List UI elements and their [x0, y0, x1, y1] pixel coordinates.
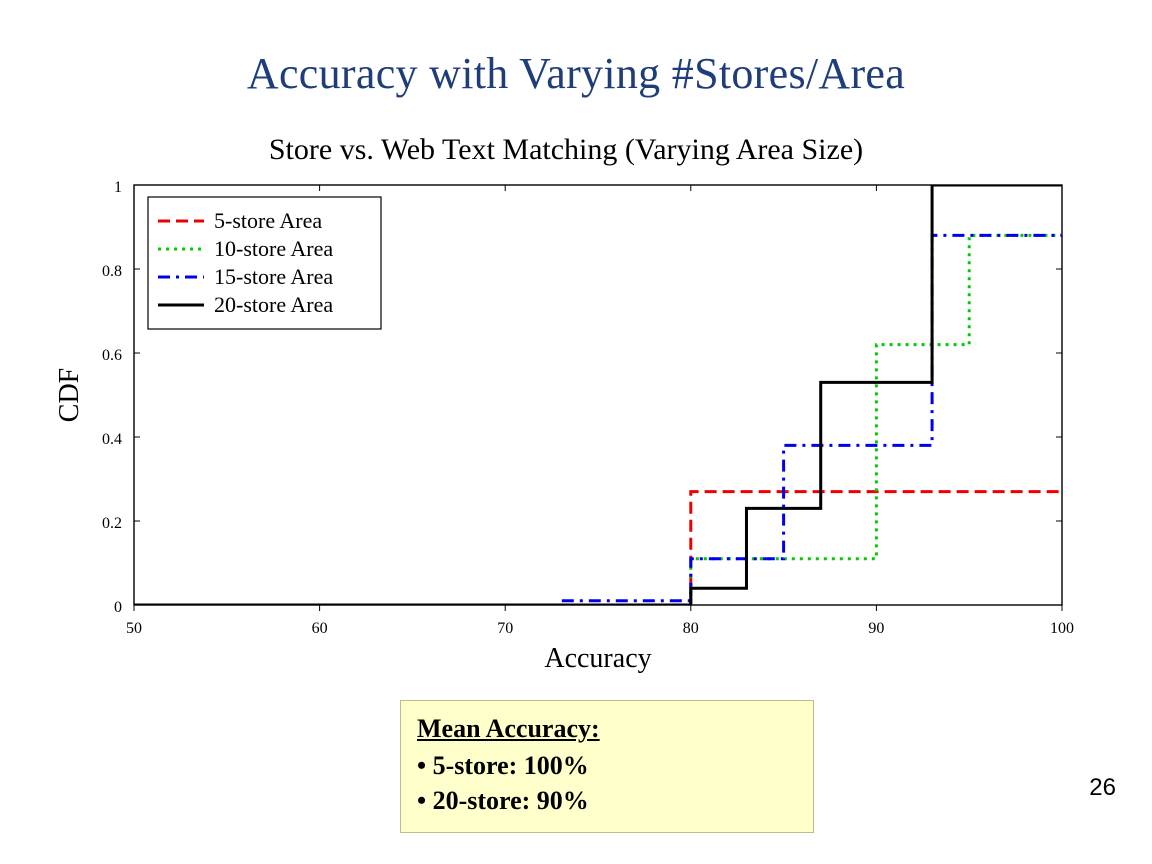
chart-title: Store vs. Web Text Matching (Varying Are…: [269, 133, 863, 166]
page-number: 26: [1089, 774, 1116, 802]
legend-label: 10-store Area: [214, 236, 333, 261]
ytick-label: 0.4: [102, 431, 122, 448]
slide-title: Accuracy with Varying #Stores/Area: [0, 48, 1152, 99]
xtick-label: 50: [126, 620, 142, 637]
callout-heading: Mean Accuracy:: [417, 711, 600, 746]
xtick-label: 70: [497, 620, 513, 637]
xtick-label: 90: [868, 620, 884, 637]
ytick-label: 1: [114, 179, 122, 196]
x-axis-label: Accuracy: [544, 643, 651, 674]
y-axis-label: CDF: [56, 368, 85, 422]
chart-area: Store vs. Web Text Matching (Varying Are…: [56, 125, 1076, 685]
mean-accuracy-callout: Mean Accuracy: • 5-store: 100% • 20-stor…: [400, 700, 814, 833]
legend-label: 20-store Area: [214, 292, 333, 317]
xtick-label: 60: [312, 620, 328, 637]
cdf-chart: Store vs. Web Text Matching (Varying Are…: [56, 125, 1076, 685]
xtick-label: 100: [1050, 620, 1074, 637]
xtick-label: 80: [683, 620, 699, 637]
callout-line-1: • 5-store: 100%: [417, 751, 589, 780]
legend-label: 15-store Area: [214, 264, 333, 289]
ytick-label: 0.2: [102, 515, 122, 532]
ytick-label: 0.8: [102, 263, 122, 280]
ytick-label: 0.6: [102, 347, 122, 364]
callout-line-2: • 20-store: 90%: [417, 786, 589, 815]
legend-label: 5-store Area: [214, 208, 322, 233]
ytick-label: 0: [114, 599, 122, 616]
